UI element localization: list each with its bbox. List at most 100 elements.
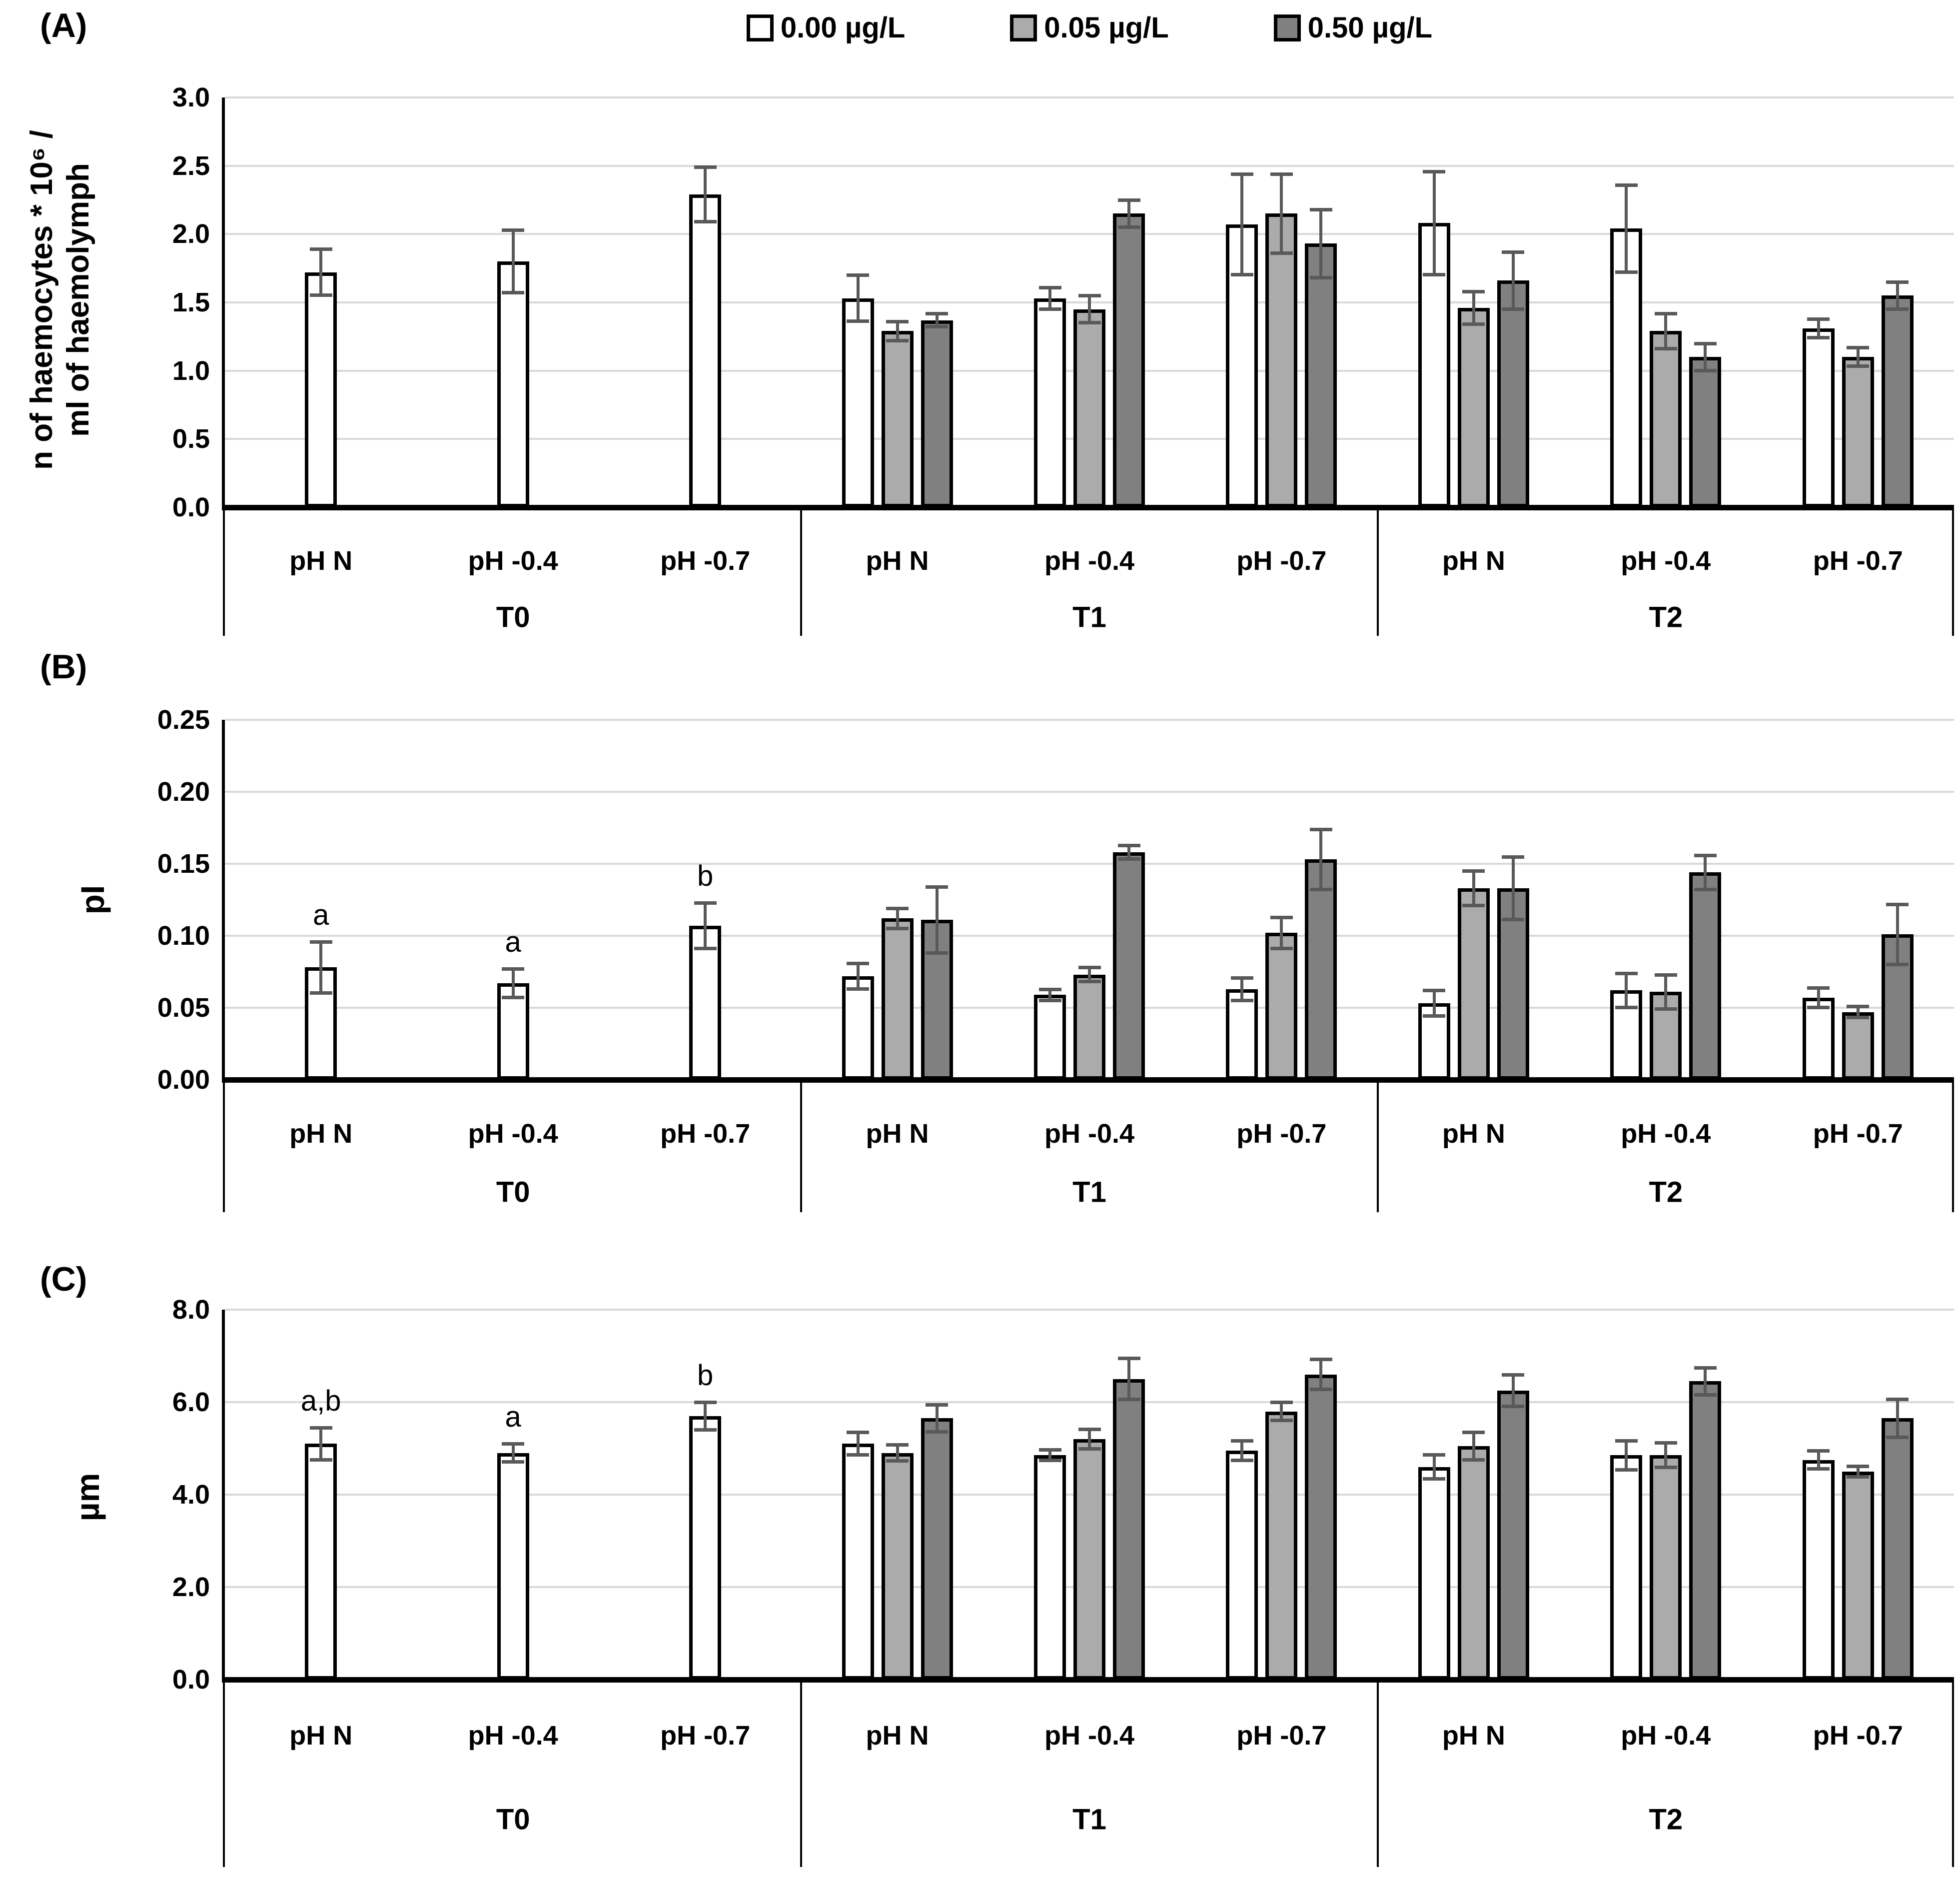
section-divider-line [1376,1680,1379,1867]
error-bar-cap [1615,183,1638,187]
error-bar [896,908,899,929]
error-bar-cap [309,1426,332,1430]
y-tick-label: 0.0 [172,1665,210,1695]
error-bar-cap [1078,1447,1101,1451]
bar [689,194,722,507]
bar [1457,307,1490,507]
y-tick-label: 2.0 [172,219,210,249]
error-bar-cap [1694,368,1717,372]
bar [1265,933,1298,1080]
error-bar-cap [926,1403,949,1407]
error-bar [1472,871,1475,906]
time-group-label: T0 [496,1176,530,1209]
error-bar-cap [1038,307,1061,311]
x-axis-line [222,505,1954,510]
y-tick-label: 2.0 [172,1572,210,1602]
ph-category-label: pH -0.4 [1621,1721,1711,1751]
error-bar-cap [1694,887,1717,891]
significance-letter: a [505,1401,521,1434]
error-bar-cap [1117,1398,1140,1402]
error-bar-cap [502,995,525,999]
bar [1610,1455,1643,1680]
time-group-label: T1 [1072,1803,1106,1836]
gridline [225,791,1954,793]
legend-item: 0.00 µg/L [746,11,905,44]
error-bar-cap [1038,987,1061,991]
error-bar-cap [1502,1373,1525,1377]
error-bar-cap [1807,1467,1830,1471]
error-bar-cap [1462,1431,1485,1435]
error-bar [704,902,707,949]
error-bar [1432,171,1436,275]
error-bar-cap [502,967,525,971]
error-bar-cap [1886,962,1909,966]
bar [1802,1460,1835,1680]
error-bar-cap [1462,290,1485,294]
gridline [225,935,1954,937]
ph-category-label: pH N [866,546,929,576]
bar [1113,852,1145,1080]
error-bar-cap [1847,364,1870,368]
bar [1226,989,1258,1080]
error-bar-cap [1117,198,1140,202]
bar [1457,1446,1490,1680]
error-bar [704,167,707,222]
error-bar-cap [694,1428,717,1432]
error-bar-cap [926,885,949,889]
bar [1034,298,1066,507]
bar [1073,974,1105,1080]
significance-letter: b [697,1359,714,1392]
error-bar-cap [1807,986,1830,990]
error-bar-cap [1847,1016,1870,1020]
error-bar [1817,318,1820,338]
bar [842,298,874,507]
bar [1034,1455,1066,1680]
error-bar-cap [1615,270,1638,274]
error-bar-cap [1886,307,1909,311]
error-bar-cap [1423,1477,1446,1481]
ph-category-label: pH -0.4 [1044,1721,1135,1751]
error-bar-cap [1615,1006,1638,1009]
bar [1073,1439,1105,1680]
error-bar-cap [886,1459,909,1463]
error-bar-cap [309,991,332,995]
ph-category-label: pH -0.4 [1621,1119,1711,1149]
y-tick-label: 0.0 [172,492,210,522]
y-tick-label: 0.10 [157,921,210,951]
error-bar-cap [1270,1419,1293,1422]
error-bar-cap [1615,1439,1638,1443]
panel-label-c: (C) [40,1260,87,1298]
error-bar [1896,904,1899,965]
error-bar-cap [1309,275,1332,279]
error-bar-cap [1230,1439,1253,1443]
bar [881,331,914,507]
ph-category-label: pH N [289,1721,353,1751]
y-axis-title-b: pI [74,885,111,915]
bar [1842,1471,1874,1680]
error-bar-cap [1886,1436,1909,1440]
error-bar [1240,1440,1244,1461]
bar [1113,213,1145,507]
error-bar [1664,974,1668,1009]
error-bar [1896,282,1899,309]
gridline [225,96,1954,98]
ph-category-label: pH N [289,1119,353,1149]
error-bar [1817,987,1820,1008]
error-bar [704,1402,707,1430]
bar [497,1453,529,1680]
bar [1305,243,1337,507]
error-bar-cap [1654,1466,1677,1470]
bar [1497,1390,1529,1680]
error-bar-cap [1502,918,1525,922]
error-bar-cap [1270,946,1293,950]
error-bar [1432,1454,1436,1480]
error-bar-cap [1309,1357,1332,1361]
error-bar-cap [926,325,949,329]
error-bar-cap [1807,317,1830,321]
error-bar-cap [1654,311,1677,315]
gridline [225,863,1954,865]
error-bar [1664,313,1668,349]
error-bar-cap [1654,346,1677,350]
error-bar-cap [1694,1366,1717,1370]
